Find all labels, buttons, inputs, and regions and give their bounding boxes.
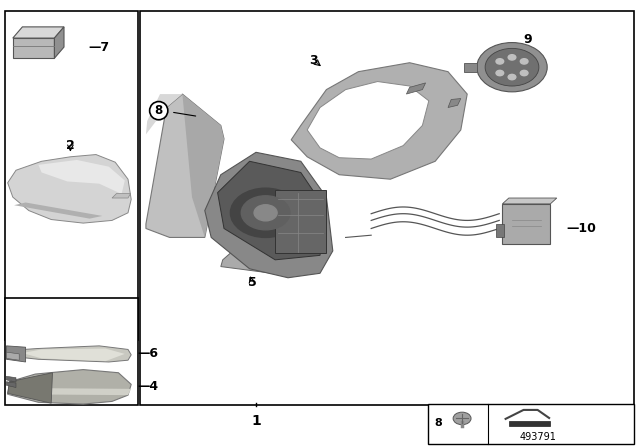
Polygon shape (6, 346, 26, 362)
Polygon shape (146, 94, 224, 237)
Circle shape (508, 74, 516, 80)
Polygon shape (464, 63, 477, 72)
Polygon shape (6, 376, 16, 382)
Circle shape (485, 48, 539, 86)
Circle shape (453, 412, 471, 425)
Polygon shape (22, 349, 125, 361)
Polygon shape (502, 198, 557, 204)
Text: —7: —7 (88, 40, 110, 54)
Polygon shape (205, 152, 333, 278)
Polygon shape (406, 83, 426, 94)
Polygon shape (13, 27, 64, 38)
Text: 5: 5 (248, 276, 257, 289)
Text: 493791: 493791 (519, 432, 556, 442)
Text: 3: 3 (309, 54, 318, 67)
Circle shape (477, 43, 547, 92)
Bar (5, 298, 138, 405)
Bar (5, 11, 138, 340)
Polygon shape (448, 99, 461, 108)
Text: 2: 2 (66, 139, 75, 152)
Polygon shape (54, 27, 64, 58)
Polygon shape (509, 421, 550, 426)
Polygon shape (13, 38, 54, 58)
Circle shape (520, 59, 528, 64)
Circle shape (230, 188, 301, 237)
Text: 8: 8 (435, 418, 442, 428)
Circle shape (241, 196, 290, 230)
Polygon shape (112, 194, 131, 198)
Polygon shape (291, 63, 467, 179)
Polygon shape (182, 94, 224, 237)
Polygon shape (8, 373, 52, 403)
Text: 8: 8 (155, 104, 163, 117)
Circle shape (508, 55, 516, 60)
Polygon shape (6, 382, 16, 388)
Polygon shape (14, 202, 102, 219)
Bar (502, 204, 550, 244)
Polygon shape (10, 346, 131, 362)
Polygon shape (8, 370, 131, 404)
Bar (496, 224, 504, 237)
Polygon shape (275, 190, 326, 253)
Text: 1: 1 (251, 414, 261, 428)
Text: —6: —6 (138, 347, 159, 361)
Polygon shape (307, 82, 429, 159)
Polygon shape (38, 160, 125, 194)
Text: —4: —4 (138, 379, 159, 393)
Polygon shape (8, 388, 131, 395)
Polygon shape (221, 253, 278, 273)
Text: —10: —10 (566, 222, 596, 235)
Bar (140, 11, 634, 405)
Polygon shape (6, 352, 19, 360)
Polygon shape (146, 94, 182, 134)
Circle shape (496, 59, 504, 64)
Circle shape (254, 205, 277, 221)
Text: 9: 9 (524, 33, 532, 46)
Polygon shape (218, 161, 326, 260)
Circle shape (496, 70, 504, 76)
Bar (428, 404, 634, 444)
Circle shape (520, 70, 528, 76)
Polygon shape (8, 155, 131, 223)
